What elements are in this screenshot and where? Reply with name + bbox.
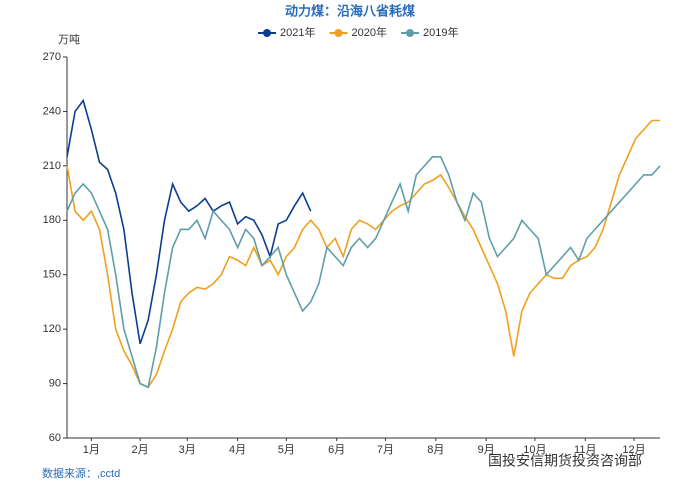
legend-label: 2020年 — [351, 25, 386, 39]
x-tick-label: 3月 — [179, 444, 196, 456]
y-tick-label: 90 — [49, 377, 61, 389]
legend-label: 2021年 — [280, 25, 315, 39]
y-tick-label: 150 — [43, 269, 61, 281]
x-tick-label: 7月 — [377, 444, 394, 456]
source: 数据来源：,cctd — [42, 466, 120, 480]
y-unit: 万吨 — [58, 33, 80, 46]
y-tick-label: 60 — [49, 432, 61, 444]
series-line — [66, 119, 660, 389]
y-tick-label: 270 — [43, 51, 61, 63]
x-tick-label: 5月 — [278, 444, 295, 456]
x-tick-label: 1月 — [83, 444, 100, 456]
x-tick-label: 11月 — [574, 444, 596, 456]
x-tick-label: 2月 — [132, 444, 149, 456]
x-tick-label: 8月 — [427, 444, 444, 456]
legend-marker — [405, 29, 414, 37]
x-tick-label: 9月 — [478, 444, 495, 456]
y-tick-label: 240 — [43, 105, 61, 117]
y-tick-label: 180 — [43, 214, 61, 226]
x-tick-label: 6月 — [328, 444, 345, 456]
x-tick-label: 4月 — [229, 444, 246, 456]
legend-marker — [334, 29, 343, 37]
x-tick-label: 12月 — [622, 444, 645, 456]
chart-title: 动力煤：沿海八省耗煤 — [285, 3, 415, 18]
watermark: 国投安信期货投资咨询部 — [488, 453, 642, 469]
x-tick-label: 10月 — [523, 444, 546, 456]
series-line — [66, 156, 661, 389]
y-tick-label: 120 — [43, 323, 61, 335]
legend-label: 2019年 — [423, 25, 458, 39]
legend-marker — [263, 29, 271, 37]
y-tick-label: 210 — [43, 160, 61, 172]
